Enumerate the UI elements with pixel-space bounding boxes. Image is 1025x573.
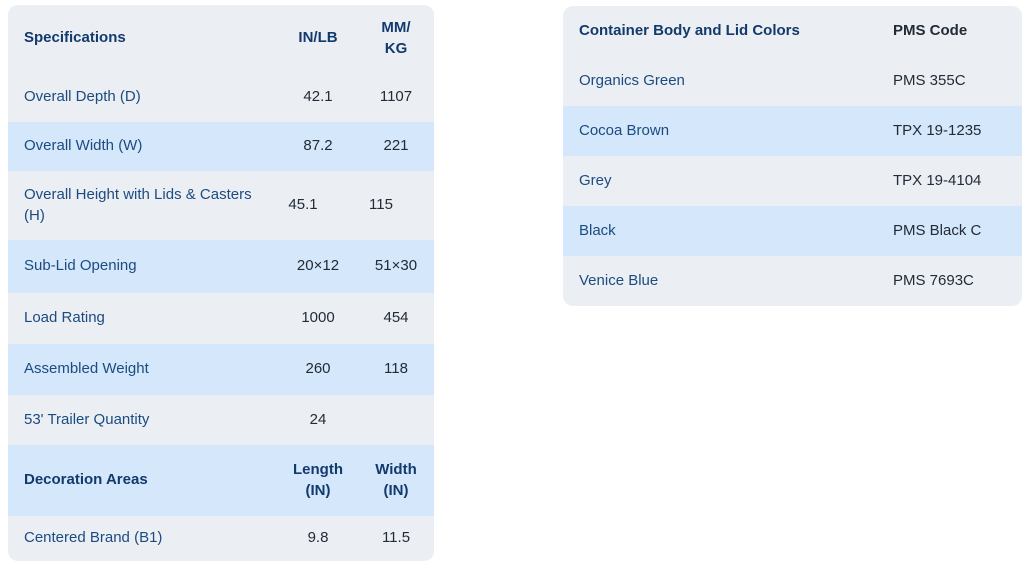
color-row-label: Venice Blue <box>579 271 659 289</box>
spec-row-mmkg-value: 115 <box>369 196 393 214</box>
spec-row-label: Overall Depth (D) <box>24 87 141 105</box>
spec-row-inlb-value: 45.1 <box>288 196 318 214</box>
spec-row-inlb-value: 42.1 <box>303 87 333 105</box>
color-row-organics-green: Organics Green PMS 355C <box>563 56 1022 106</box>
spec-row-inlb-value: 87.2 <box>303 137 333 155</box>
spec-row-inlb-value: 260 <box>305 360 331 378</box>
colors-table: Container Body and Lid Colors PMS Code O… <box>563 6 1022 306</box>
spec-row-mmkg-value: 118 <box>384 360 408 378</box>
spec-row-mmkg-value: 1107 <box>379 87 413 105</box>
decoration-areas-title: Decoration Areas <box>24 471 148 489</box>
color-row-black: Black PMS Black C <box>563 206 1022 256</box>
color-row-label: Cocoa Brown <box>579 121 670 139</box>
spec-row-overall-width: Overall Width (W) 87.2 221 <box>8 122 434 171</box>
spec-row-overall-depth: Overall Depth (D) 42.1 1107 <box>8 72 434 122</box>
spec-col-header-mmkg: MM/ KG <box>381 19 411 57</box>
color-row-label: Black <box>579 221 616 239</box>
decoration-col-header-width: Width (IN) <box>375 461 417 499</box>
spec-row-label: Assembled Weight <box>24 360 149 378</box>
colors-table-title: Container Body and Lid Colors <box>579 21 800 39</box>
color-row-label: Grey <box>579 171 612 189</box>
color-row-cocoa-brown: Cocoa Brown TPX 19-1235 <box>563 106 1022 156</box>
spec-row-overall-height: Overall Height with Lids & Casters (H) 4… <box>8 171 434 240</box>
spec-row-centered-brand: Centered Brand (B1) 9.8 11.5 <box>8 516 434 561</box>
colors-col-header-pms: PMS Code <box>893 21 968 39</box>
specifications-table: Specifications IN/LB MM/ KG Overall Dept… <box>8 5 434 561</box>
color-row-code: TPX 19-1235 <box>893 121 982 139</box>
spec-row-label: Sub-Lid Opening <box>24 257 137 275</box>
spec-row-mmkg-value: 51×30 <box>374 257 418 275</box>
color-row-code: TPX 19-4104 <box>893 171 982 189</box>
spec-row-inlb-value: 24 <box>309 410 327 428</box>
colors-header-row: Container Body and Lid Colors PMS Code <box>563 6 1022 56</box>
spec-row-load-rating: Load Rating 1000 454 <box>8 293 434 344</box>
spec-row-trailer-quantity: 53' Trailer Quantity 24 <box>8 395 434 445</box>
spec-row-width-value: 11.5 <box>381 529 411 547</box>
spec-row-mmkg-value: 454 <box>383 309 409 327</box>
spec-row-assembled-weight: Assembled Weight 260 118 <box>8 344 434 395</box>
spec-row-label: Centered Brand (B1) <box>24 529 163 547</box>
spec-row-inlb-value: 20×12 <box>296 257 340 275</box>
color-row-venice-blue: Venice Blue PMS 7693C <box>563 256 1022 306</box>
spec-col-header-inlb: IN/LB <box>298 29 338 47</box>
spec-row-inlb-value: 1000 <box>301 309 335 327</box>
spec-row-label: 53' Trailer Quantity <box>24 410 150 428</box>
spec-row-label: Overall Height with Lids & Casters (H) <box>24 186 252 224</box>
spec-row-mmkg-value: 221 <box>383 137 409 155</box>
spec-row-label: Overall Width (W) <box>24 137 143 155</box>
spec-row-sublid-opening: Sub-Lid Opening 20×12 51×30 <box>8 240 434 293</box>
spec-header-row: Specifications IN/LB MM/ KG <box>8 5 434 72</box>
spec-row-label: Load Rating <box>24 309 105 327</box>
decoration-areas-header-row: Decoration Areas Length (IN) Width (IN) <box>8 445 434 516</box>
color-row-code: PMS Black C <box>893 221 982 239</box>
spec-row-length-value: 9.8 <box>307 529 329 547</box>
spec-table-title: Specifications <box>24 29 126 47</box>
color-row-label: Organics Green <box>579 71 685 89</box>
color-row-code: PMS 7693C <box>893 271 974 289</box>
color-row-grey: Grey TPX 19-4104 <box>563 156 1022 206</box>
decoration-col-header-length: Length (IN) <box>293 461 343 499</box>
color-row-code: PMS 355C <box>893 71 966 89</box>
